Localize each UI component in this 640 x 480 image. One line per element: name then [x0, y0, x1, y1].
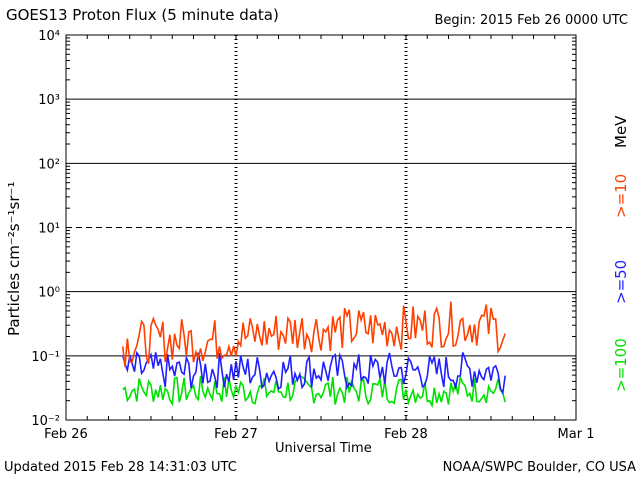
y-tick-label: 10⁻² — [31, 414, 60, 429]
x-tick-layer: Feb 26 Feb 27 Feb 28 Mar 1 — [44, 35, 594, 442]
x-axis-title: Universal Time — [275, 441, 372, 456]
x-tick-label: Feb 28 — [384, 427, 428, 442]
y-tick-label: 10⁰ — [38, 286, 60, 301]
series-layer — [121, 301, 506, 409]
y-tick-label: 10¹ — [38, 222, 60, 237]
x-tick-label: Mar 1 — [558, 427, 595, 442]
legend-entry-50mev: >=50 — [612, 259, 630, 304]
series-line-1 — [121, 350, 506, 396]
updated-timestamp: Updated 2015 Feb 28 14:31:03 UTC — [4, 460, 237, 475]
grid-layer — [66, 98, 576, 357]
series-line-0 — [121, 301, 506, 367]
legend-entry-10mev: >=10 — [612, 173, 630, 218]
x-tick-label: Feb 27 — [214, 427, 258, 442]
y-tick-label: 10⁻¹ — [31, 350, 60, 365]
credit-label: NOAA/SWPC Boulder, CO USA — [442, 460, 636, 475]
legend-unit-label: MeV — [612, 115, 630, 148]
chart-title: GOES13 Proton Flux (5 minute data) — [6, 6, 279, 24]
legend-entry-100mev: >=100 — [612, 338, 630, 392]
y-axis-title: Particles cm⁻²s⁻¹sr⁻¹ — [5, 181, 23, 336]
series-line-2 — [122, 374, 506, 409]
y-tick-label: 10³ — [38, 93, 60, 108]
begin-date-label: Begin: 2015 Feb 26 0000 UTC — [434, 13, 628, 28]
y-tick-label: 10² — [38, 157, 60, 172]
x-tick-label: Feb 26 — [44, 427, 88, 442]
y-tick-layer: 10⁴ 10³ 10² 10¹ 10⁰ 10⁻¹ 10⁻² — [31, 29, 576, 429]
y-tick-label: 10⁴ — [38, 29, 60, 44]
